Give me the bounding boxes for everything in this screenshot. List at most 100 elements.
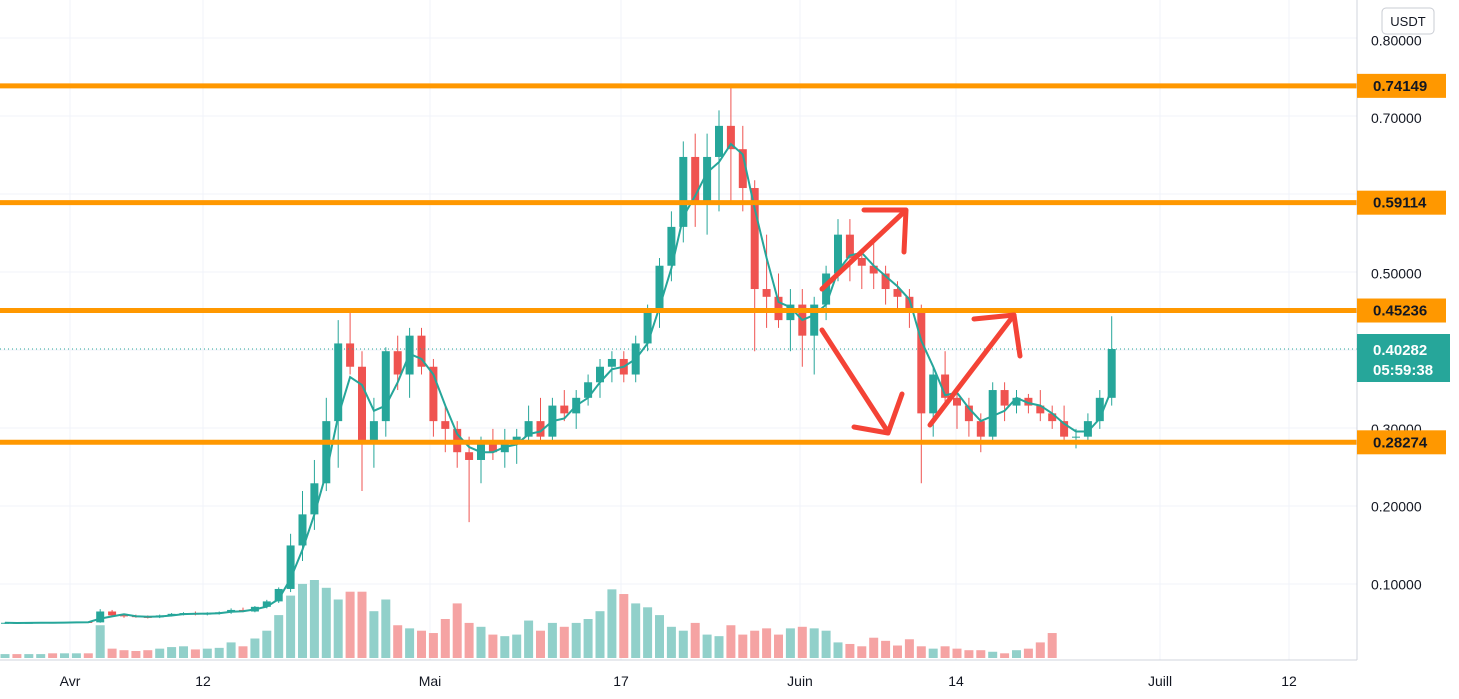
candle-body <box>381 351 390 422</box>
volume-bar <box>345 591 355 658</box>
candle-body <box>881 273 890 290</box>
volume-bar <box>976 650 986 658</box>
volume-bar <box>393 625 403 658</box>
level-label-text: 0.59114 <box>1373 195 1427 212</box>
time-axis[interactable]: Avr 12 Mai 17 Juin 14 Juill 12 <box>60 673 1297 689</box>
candle-body <box>584 382 593 398</box>
candle-body <box>274 588 283 602</box>
candle-body <box>667 226 676 266</box>
volume-bar <box>476 626 486 658</box>
candle-body <box>465 452 474 460</box>
candle-body <box>441 421 450 429</box>
candle-body <box>500 444 509 453</box>
candle-body <box>310 483 319 515</box>
currency-button[interactable]: USDT <box>1381 7 1435 35</box>
volume-bar <box>1000 653 1010 658</box>
level-label-text: 0.45236 <box>1373 303 1427 320</box>
volume-bar <box>333 599 343 658</box>
candle-body <box>726 125 735 150</box>
volume-bar <box>36 654 46 658</box>
candle-body <box>536 421 545 437</box>
candle-body <box>322 421 331 484</box>
volume-bar <box>797 626 807 658</box>
candle-body <box>524 421 533 437</box>
volume-bar <box>238 646 248 658</box>
candle-body <box>893 289 902 297</box>
volume-bar <box>833 642 843 658</box>
volume-bar <box>774 634 783 658</box>
volume-bar <box>488 634 498 658</box>
candle-body <box>417 335 426 367</box>
volume-bar <box>24 654 34 658</box>
candle-body <box>488 444 497 453</box>
candle-body <box>691 156 700 204</box>
volume-bar <box>95 625 105 658</box>
volume-bar <box>619 594 629 658</box>
volume-bar <box>690 622 700 658</box>
projection-arrow-head <box>851 391 905 436</box>
volume-bar <box>226 642 236 658</box>
support-resistance-levels[interactable] <box>0 83 1357 445</box>
volume-bar <box>809 628 819 658</box>
volume-bar <box>1012 650 1021 658</box>
level-label-text: 0.28274 <box>1373 434 1428 451</box>
candle-body <box>750 188 759 290</box>
volume-bar <box>666 626 676 658</box>
currency-button-box[interactable] <box>1381 7 1435 35</box>
volume-bar <box>357 591 367 658</box>
candle-body <box>1036 405 1045 414</box>
volume-bar <box>500 636 510 658</box>
volume-bar <box>298 583 307 658</box>
volume-bar <box>583 619 593 658</box>
candle-body <box>715 125 723 157</box>
volume-bar <box>571 622 581 658</box>
volume-bars <box>0 580 1057 658</box>
candle-body <box>1012 397 1021 406</box>
current-price-box <box>1357 334 1450 382</box>
volume-bar <box>952 648 962 658</box>
volume-bar <box>714 636 724 658</box>
level-label-box <box>1357 190 1446 215</box>
projection-arrows[interactable] <box>819 207 1023 436</box>
candle-body <box>596 366 604 383</box>
volume-bar <box>762 628 772 658</box>
volume-bar <box>702 634 712 658</box>
candle-body <box>810 304 819 336</box>
time-tick-label: Avr <box>60 673 81 689</box>
volume-bar <box>155 648 165 658</box>
candles <box>1 87 1116 624</box>
volume-bar <box>83 653 93 658</box>
candle-body <box>917 312 926 414</box>
volume-bar <box>655 615 664 658</box>
candle-body <box>1107 349 1116 398</box>
candle-body <box>834 234 842 274</box>
time-axis-background <box>0 660 1357 699</box>
projection-arrow-head <box>971 312 1023 359</box>
candle-body <box>334 343 343 422</box>
volume-bar <box>179 646 188 658</box>
grid <box>0 0 1357 660</box>
candle-body <box>369 421 378 445</box>
candle-body <box>1072 436 1080 438</box>
candle-body <box>1024 397 1033 406</box>
volume-bar <box>12 654 22 658</box>
volume-bar <box>512 634 522 658</box>
moving-average-line <box>4 142 1113 625</box>
price-tick-label: 0.20000 <box>1371 499 1422 515</box>
volume-bar <box>1047 633 1057 658</box>
volume-bar <box>190 649 200 658</box>
volume-bar <box>940 646 950 658</box>
volume-bar <box>464 622 474 658</box>
volume-bar <box>321 587 331 658</box>
candle-body <box>857 257 866 266</box>
candle-body <box>679 156 688 227</box>
volume-bar <box>143 650 153 658</box>
price-tick-label: 0.70000 <box>1371 110 1422 126</box>
candle-body <box>905 296 914 313</box>
candle-body <box>964 405 973 422</box>
volume-bar <box>452 603 462 658</box>
volume-bar <box>893 645 902 658</box>
volume-bar <box>928 648 938 658</box>
volume-bar <box>785 628 795 658</box>
